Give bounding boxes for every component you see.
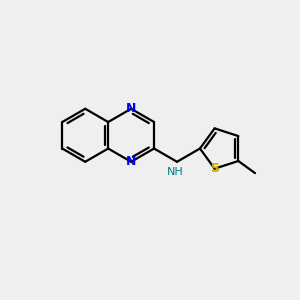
Text: NH: NH <box>167 167 184 177</box>
Text: N: N <box>126 155 136 168</box>
Text: S: S <box>210 162 219 175</box>
Text: N: N <box>126 102 136 115</box>
